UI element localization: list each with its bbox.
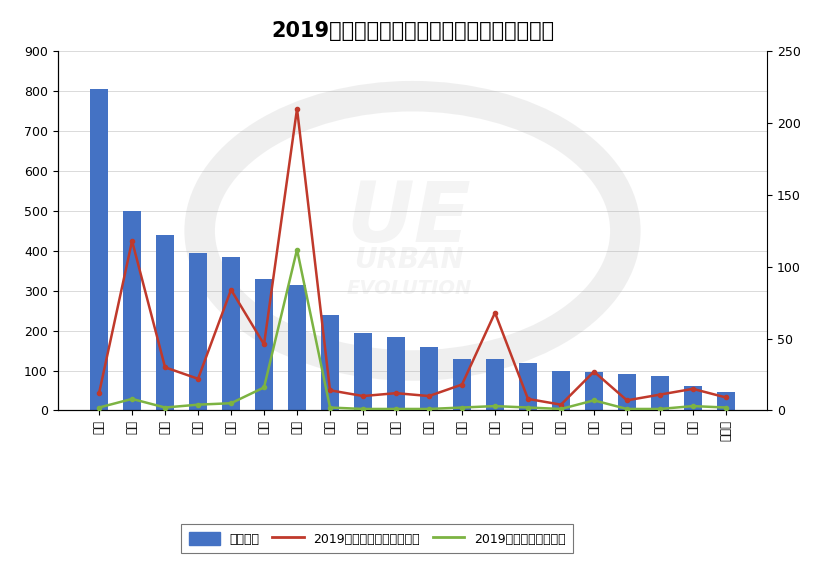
- Bar: [519, 363, 537, 410]
- Bar: [354, 332, 372, 410]
- Bar: [156, 235, 174, 410]
- Text: URBAN: URBAN: [354, 246, 464, 274]
- Bar: [684, 386, 702, 410]
- Bar: [255, 279, 273, 410]
- Legend: 运营里程, 2019年营收总收入（亿元）, 2019年净利润（亿元）: 运营里程, 2019年营收总收入（亿元）, 2019年净利润（亿元）: [181, 524, 573, 553]
- Bar: [321, 315, 339, 410]
- Text: EVOLUTION: EVOLUTION: [346, 279, 472, 298]
- Bar: [453, 359, 471, 410]
- Text: UE: UE: [346, 178, 471, 259]
- Bar: [90, 89, 108, 410]
- Bar: [387, 336, 405, 410]
- Bar: [717, 392, 735, 410]
- Bar: [651, 376, 669, 410]
- Bar: [585, 373, 603, 410]
- Bar: [420, 347, 438, 410]
- Bar: [288, 284, 306, 410]
- Bar: [222, 256, 240, 410]
- Bar: [189, 253, 207, 410]
- Bar: [486, 359, 504, 410]
- Bar: [123, 211, 141, 410]
- Bar: [552, 370, 570, 410]
- Title: 2019年各地地铁或轨道交通集团收入盈利情况: 2019年各地地铁或轨道交通集团收入盈利情况: [271, 22, 554, 42]
- Bar: [618, 374, 636, 410]
